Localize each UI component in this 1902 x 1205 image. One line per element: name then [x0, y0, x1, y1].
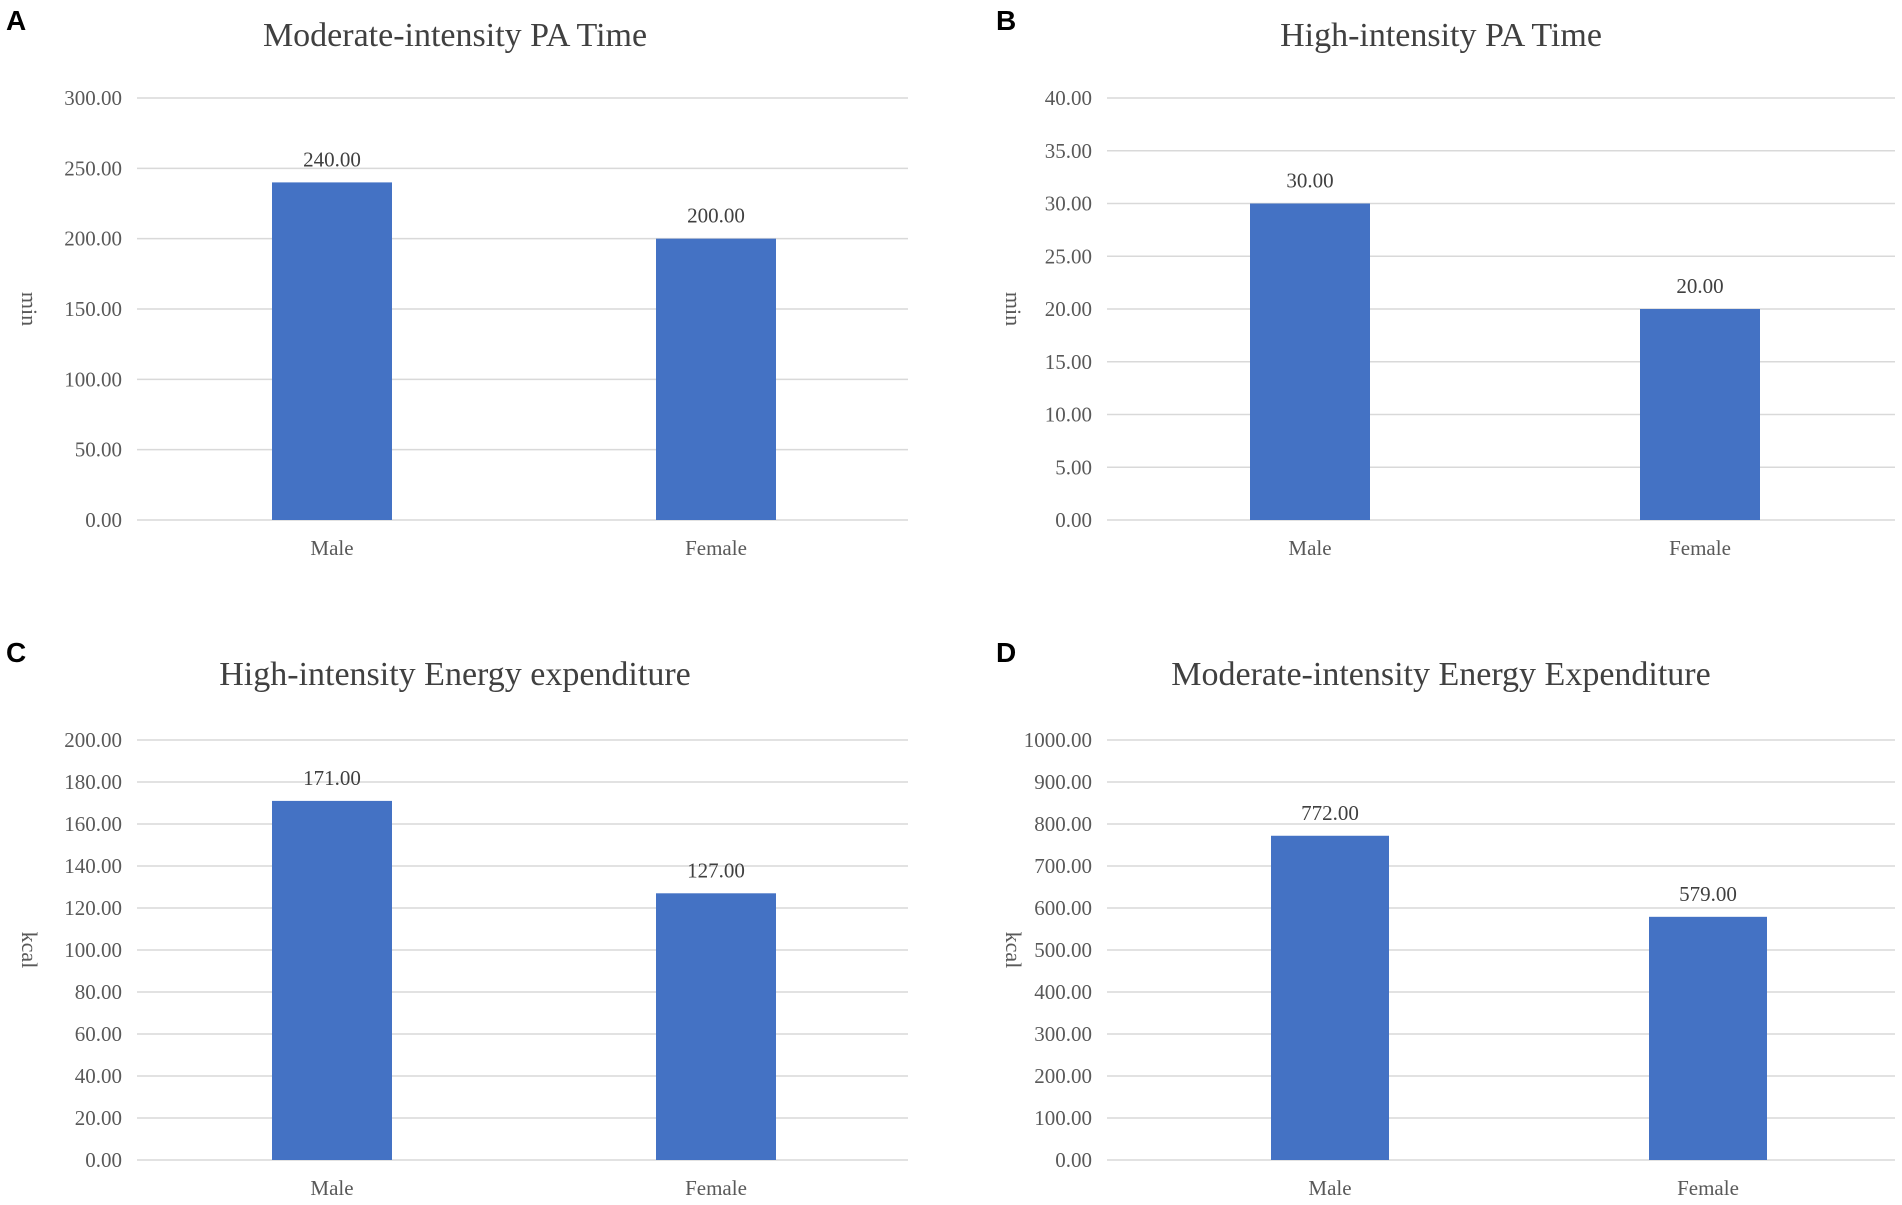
bar-c-female: [656, 893, 776, 1160]
data-label-c-female: 127.00: [687, 858, 745, 882]
y-tick-label-a: 0.00: [85, 508, 122, 532]
y-axis-title-d: kcal: [1001, 932, 1026, 969]
y-tick-label-d: 500.00: [1034, 938, 1092, 962]
y-tick-label-b: 40.00: [1045, 86, 1092, 110]
bar-a-female: [656, 238, 776, 520]
y-tick-label-d: 400.00: [1034, 980, 1092, 1004]
y-tick-label-d: 200.00: [1034, 1064, 1092, 1088]
y-tick-label-a: 200.00: [64, 227, 122, 251]
panel-letter-a: A: [6, 5, 26, 36]
y-tick-label-d: 900.00: [1034, 770, 1092, 794]
bar-a-male: [272, 182, 392, 520]
bar-c-male: [272, 800, 392, 1160]
chart-panel-b: B High-intensity PA Time min 0.00 5.00 10.00 1…: [996, 5, 1895, 560]
y-tick-label-c: 180.00: [64, 770, 122, 794]
y-tick-label-a: 250.00: [64, 156, 122, 180]
chart-panel-c: C High-intensity Energy expenditure kcal 0.…: [6, 637, 908, 1200]
category-label-d-male: Male: [1308, 1176, 1351, 1200]
bar-d-male: [1271, 835, 1389, 1160]
data-label-d-female: 579.00: [1679, 882, 1737, 906]
y-tick-label-a: 100.00: [64, 367, 122, 391]
y-tick-label-c: 80.00: [75, 980, 122, 1004]
y-tick-label-a: 150.00: [64, 297, 122, 321]
panel-letter-d: D: [996, 637, 1016, 668]
y-tick-label-c: 140.00: [64, 854, 122, 878]
chart-panel-a: A Moderate-intensity PA Time min 0.00 50.00 1…: [6, 5, 908, 560]
y-tick-label-c: 60.00: [75, 1022, 122, 1046]
category-label-b-male: Male: [1288, 536, 1331, 560]
y-tick-label-c: 20.00: [75, 1106, 122, 1130]
bar-d-female: [1649, 916, 1767, 1160]
data-label-b-male: 30.00: [1286, 169, 1333, 193]
y-axis-title-c: kcal: [17, 932, 42, 969]
y-tick-label-d: 1000.00: [1024, 728, 1092, 752]
panel-letter-c: C: [6, 637, 26, 668]
y-tick-label-c: 200.00: [64, 728, 122, 752]
data-label-d-male: 772.00: [1301, 801, 1359, 825]
y-tick-label-c: 100.00: [64, 938, 122, 962]
y-tick-label-c: 0.00: [85, 1148, 122, 1172]
y-axis-title-a: min: [17, 292, 42, 326]
y-tick-label-b: 20.00: [1045, 297, 1092, 321]
y-axis-title-b: min: [1001, 292, 1026, 326]
category-label-a-female: Female: [685, 536, 747, 560]
data-label-b-female: 20.00: [1676, 274, 1723, 298]
chart-title-b: High-intensity PA Time: [1280, 17, 1602, 54]
y-tick-label-c: 40.00: [75, 1064, 122, 1088]
category-label-c-female: Female: [685, 1176, 747, 1200]
chart-title-a: Moderate-intensity PA Time: [263, 17, 647, 54]
category-label-c-male: Male: [310, 1176, 353, 1200]
data-label-a-female: 200.00: [687, 204, 745, 228]
chart-panel-d: D Moderate-intensity Energy Expenditure kc…: [996, 637, 1895, 1200]
y-tick-label-a: 50.00: [75, 438, 122, 462]
y-tick-label-b: 10.00: [1045, 403, 1092, 427]
y-tick-label-d: 600.00: [1034, 896, 1092, 920]
bar-b-female: [1640, 309, 1760, 520]
y-tick-label-b: 15.00: [1045, 350, 1092, 374]
y-tick-label-d: 100.00: [1034, 1106, 1092, 1130]
y-tick-label-c: 160.00: [64, 812, 122, 836]
bar-b-male: [1250, 203, 1370, 520]
y-tick-label-d: 300.00: [1034, 1022, 1092, 1046]
y-tick-label-b: 25.00: [1045, 244, 1092, 268]
data-label-a-male: 240.00: [303, 147, 361, 171]
y-tick-label-a: 300.00: [64, 86, 122, 110]
y-tick-label-b: 30.00: [1045, 192, 1092, 216]
category-label-a-male: Male: [310, 536, 353, 560]
chart-title-d: Moderate-intensity Energy Expenditure: [1171, 656, 1710, 693]
chart-title-c: High-intensity Energy expenditure: [219, 656, 690, 693]
category-label-b-female: Female: [1669, 536, 1731, 560]
panel-letter-b: B: [996, 5, 1016, 36]
category-label-d-female: Female: [1677, 1176, 1739, 1200]
y-tick-label-c: 120.00: [64, 896, 122, 920]
y-tick-label-d: 0.00: [1055, 1148, 1092, 1172]
y-tick-label-d: 700.00: [1034, 854, 1092, 878]
y-tick-label-b: 5.00: [1055, 455, 1092, 479]
y-tick-label-b: 0.00: [1055, 508, 1092, 532]
y-tick-label-d: 800.00: [1034, 812, 1092, 836]
data-label-c-male: 171.00: [303, 766, 361, 790]
y-tick-label-b: 35.00: [1045, 139, 1092, 163]
